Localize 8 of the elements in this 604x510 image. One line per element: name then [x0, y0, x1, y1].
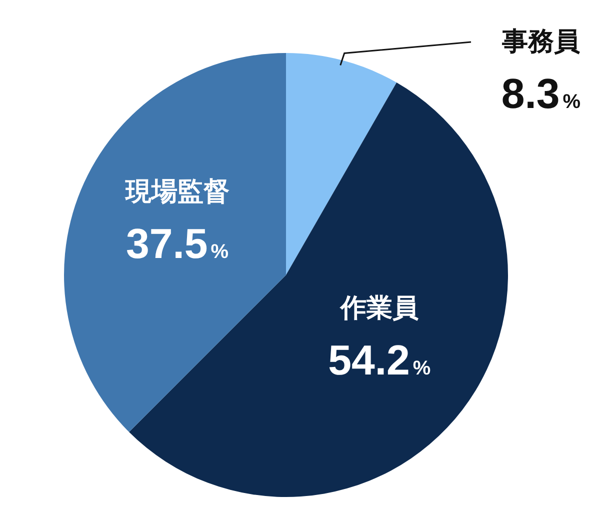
- data-label: 54.2%: [328, 336, 431, 384]
- pie-slice: [64, 53, 286, 432]
- data-label: 37.5%: [126, 220, 229, 267]
- data-label: 8.3%: [501, 70, 581, 117]
- pie-slice: [286, 53, 397, 275]
- slice-label: 現場監督: [124, 176, 230, 207]
- slice-label: 作業員: [339, 294, 418, 324]
- slice-label: 事務員: [501, 27, 580, 57]
